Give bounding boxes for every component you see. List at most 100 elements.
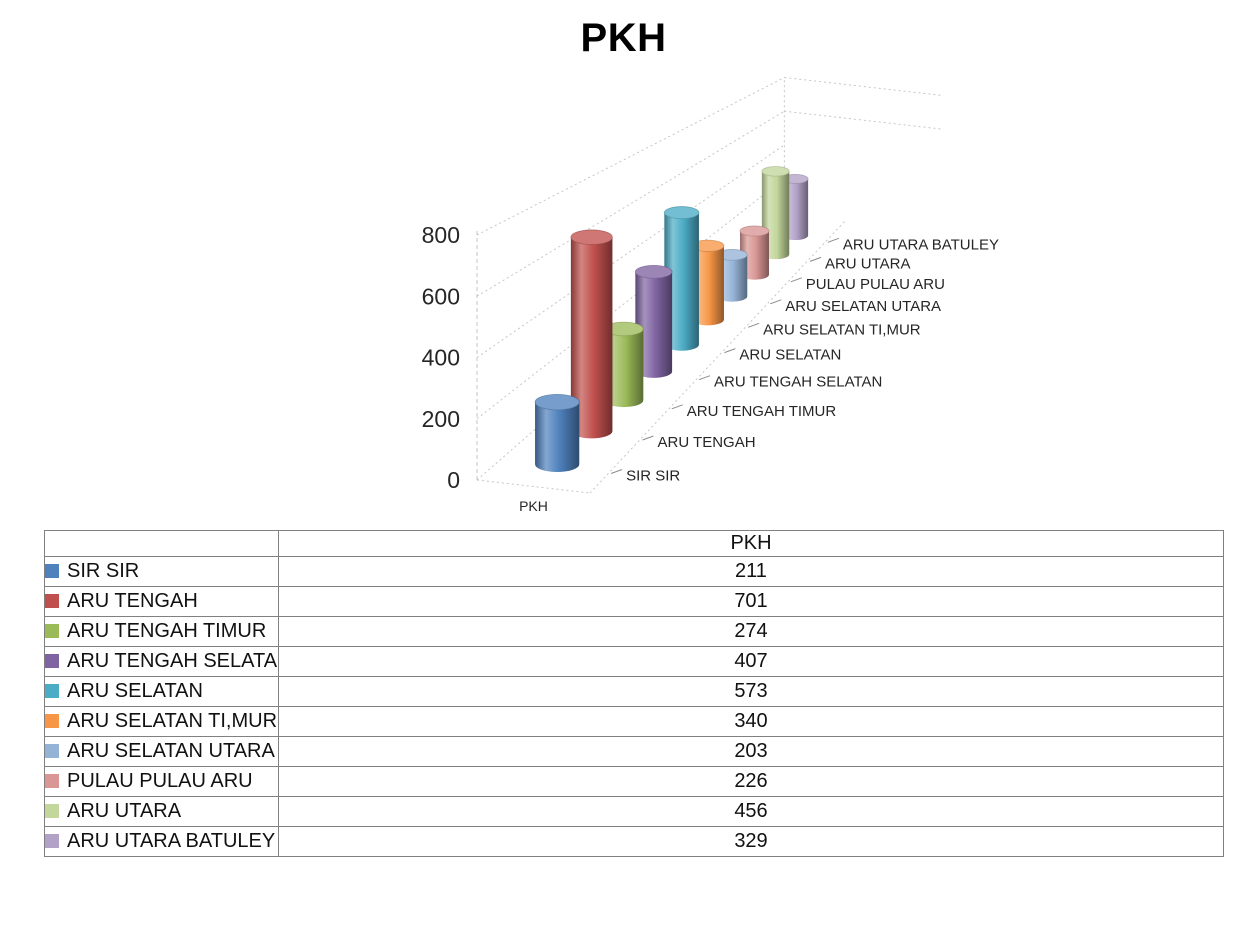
category-label: ARU SELATAN UTARA [67, 740, 275, 762]
pkh-3d-cylinder-chart: 0 200 400 600 800 SIR SIR ARU TENGAH ARU TENGAH… [422, 77, 999, 514]
category-label: ARU TENGAH TIMUR [67, 620, 267, 642]
category-cell: SIR SIR [44, 556, 279, 587]
value-axis-labels: 0 200 400 600 800 [422, 222, 460, 493]
table-row: PULAU PULAU ARU 226 [44, 766, 1224, 797]
legend-swatch [45, 594, 59, 608]
category-label: ARU UTARA BATULEY [67, 830, 276, 852]
legend-swatch [45, 774, 59, 788]
series-axis-label: ARU TENGAH [657, 434, 755, 451]
category-label: ARU UTARA [67, 800, 182, 822]
gridlines [476, 77, 943, 494]
category-label: ARU SELATAN TI,MUR [67, 710, 278, 732]
series-axis-label: ARU UTARA [825, 255, 911, 272]
value-axis-label: 600 [422, 283, 460, 309]
value-axis-label: 800 [422, 222, 460, 248]
category-cell: ARU SELATAN [44, 676, 279, 707]
table-header-row: PKH [44, 530, 1224, 557]
cylinder-body [664, 212, 699, 351]
series-axis-label: ARU SELATAN UTARA [785, 298, 941, 315]
table-row: SIR SIR 211 [44, 556, 1224, 587]
legend-swatch [45, 804, 59, 818]
category-cell: PULAU PULAU ARU [44, 766, 279, 797]
cylinder-body [691, 245, 724, 326]
series-axis-label: SIR SIR [626, 468, 680, 485]
value-axis-label: 400 [422, 345, 460, 371]
legend-swatch [45, 714, 59, 728]
series-axis-label: ARU SELATAN TI,MUR [763, 321, 921, 338]
legend-swatch [45, 624, 59, 638]
cylinder-top [570, 229, 613, 245]
cylinder-top [534, 393, 580, 411]
series-tick [724, 348, 736, 354]
series-axis-labels: SIR SIR ARU TENGAH ARU TENGAH TIMUR ARU TEN… [610, 236, 999, 485]
cylinder-bar [690, 239, 725, 326]
value-axis-label: 0 [447, 467, 460, 493]
series-tick [642, 435, 654, 441]
value-cell: 573 [278, 676, 1224, 707]
category-cell: ARU TENGAH [44, 586, 279, 617]
category-cell: ARU TENGAH TIMUR [44, 616, 279, 647]
value-cell: 203 [278, 736, 1224, 767]
series-tick [698, 375, 711, 381]
table-row: ARU SELATAN 573 [44, 676, 1224, 707]
back-wall-edge [784, 77, 943, 96]
legend-swatch [45, 564, 59, 578]
cylinder-top [663, 206, 700, 220]
table-row: ARU UTARA 456 [44, 796, 1224, 827]
value-cell: 329 [278, 826, 1224, 857]
series-axis-label: ARU TENGAH TIMUR [687, 403, 837, 420]
table-row: ARU TENGAH TIMUR 274 [44, 616, 1224, 647]
series-tick [809, 256, 822, 262]
series-axis-label: ARU SELATAN [739, 347, 841, 364]
category-cell: ARU UTARA BATULEY [44, 826, 279, 857]
series-tick [747, 322, 760, 328]
data-table: PKH SIR SIR 211 ARU TENGAH 701 ARU TENGAH TI… [44, 530, 1224, 857]
category-label: ARU TENGAH [67, 590, 198, 612]
legend-swatch [45, 654, 59, 668]
cylinder-bar [663, 206, 700, 351]
cylinder-bar [634, 265, 673, 378]
cylinder-bar [603, 321, 644, 408]
category-label: ARU SELATAN [67, 680, 203, 702]
value-cell: 226 [278, 766, 1224, 797]
table-row: ARU TENGAH 701 [44, 586, 1224, 617]
table-row: ARU UTARA BATULEY 329 [44, 826, 1224, 857]
table-row: ARU SELATAN UTARA 203 [44, 736, 1224, 767]
value-cell: 456 [278, 796, 1224, 827]
legend-swatch [45, 744, 59, 758]
cylinder-body [716, 254, 748, 302]
cylinder-bar [570, 229, 613, 439]
table-body: SIR SIR 211 ARU TENGAH 701 ARU TENGAH TIMUR 2… [44, 556, 1224, 857]
category-label: PULAU PULAU ARU [67, 770, 253, 792]
category-cell: ARU TENGAH SELATAN [44, 646, 279, 677]
cylinder-bar [534, 393, 580, 472]
back-wall-edge [784, 110, 943, 130]
series-tick [610, 469, 623, 474]
value-cell: 211 [278, 556, 1224, 587]
cylinder-top [761, 166, 790, 177]
depth-gridline [476, 144, 785, 358]
series-axis-label: ARU TENGAH SELATAN [714, 374, 882, 391]
chart-title: PKH [580, 16, 667, 60]
legend-swatch [45, 834, 59, 848]
cylinder-body [535, 402, 580, 472]
depth-gridline [476, 178, 785, 420]
category-label: ARU TENGAH SELATAN [67, 650, 279, 672]
series-axis-label: ARU UTARA BATULEY [843, 236, 999, 253]
category-cell: ARU UTARA [44, 796, 279, 827]
value-cell: 274 [278, 616, 1224, 647]
series-axis-label: PULAU PULAU ARU [806, 276, 945, 293]
depth-gridline [476, 77, 785, 236]
table-value-header: PKH [278, 530, 1224, 557]
cylinder-top [634, 265, 673, 279]
value-cell: 340 [278, 706, 1224, 737]
floor-front-edge [476, 479, 591, 494]
table-row: ARU TENGAH SELATAN 407 [44, 646, 1224, 677]
value-cell: 407 [278, 646, 1224, 677]
table-row: ARU SELATAN TI,MUR 340 [44, 706, 1224, 737]
cylinder-body [635, 271, 673, 378]
cylinder-body [604, 328, 644, 408]
cylinder-series [534, 166, 809, 472]
table-corner-cell [44, 530, 279, 557]
